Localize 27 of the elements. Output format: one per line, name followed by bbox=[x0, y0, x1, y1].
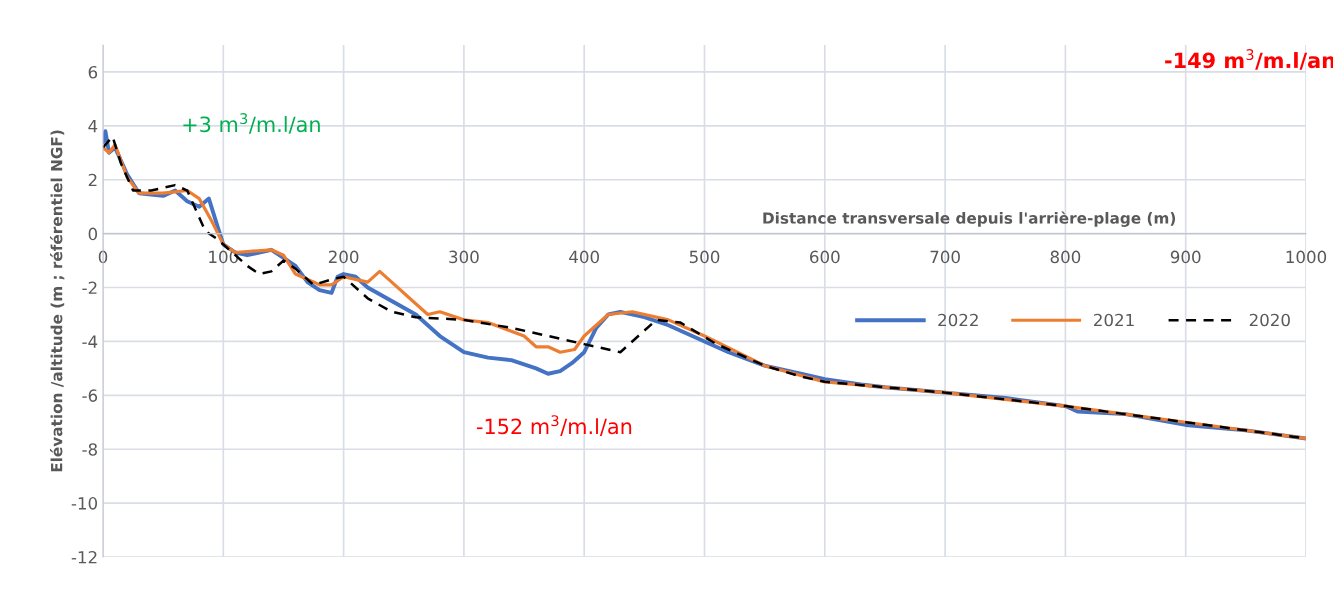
y-tick-label: -10 bbox=[71, 497, 98, 510]
y-tick-label: -6 bbox=[82, 389, 98, 402]
x-tick-label: 600 bbox=[810, 250, 840, 264]
annotation: +3 m$^{3}$/m.l/an bbox=[183, 113, 320, 134]
x-tick-label: 1000 bbox=[1286, 250, 1327, 264]
y-tick-label: 4 bbox=[88, 120, 98, 133]
y-tick-label: -4 bbox=[82, 335, 98, 348]
y-tick-label: 0 bbox=[88, 227, 98, 241]
x-tick-label: 300 bbox=[449, 250, 479, 264]
x-tick-label: 200 bbox=[328, 250, 359, 264]
x-tick-label: 0 bbox=[98, 250, 108, 264]
x-tick-label: 900 bbox=[1170, 250, 1201, 264]
x-tick-label: 800 bbox=[1050, 250, 1081, 264]
legend-label: 2020 bbox=[1249, 313, 1290, 327]
y-tick-label: -8 bbox=[82, 443, 97, 456]
x-tick-label: 700 bbox=[930, 250, 960, 264]
x-tick-label: 500 bbox=[689, 250, 720, 264]
x-axis-title: Distance transversale depuis l'arrière-plage (m) bbox=[763, 211, 1176, 227]
y-tick-label: -2 bbox=[82, 281, 97, 294]
y-tick-label: -12 bbox=[71, 550, 97, 564]
annotation: -152 m$^{3}$/m.l/an bbox=[476, 415, 632, 436]
legend-label: 2022 bbox=[938, 313, 978, 327]
y-tick-label: 6 bbox=[88, 65, 98, 79]
y-tick-label: 2 bbox=[88, 173, 97, 187]
x-tick-label: 400 bbox=[569, 250, 599, 264]
legend-label: 2021 bbox=[1094, 313, 1134, 327]
y-axis-title: Elévation /altitude (m ; référentiel NGF) bbox=[49, 130, 65, 472]
